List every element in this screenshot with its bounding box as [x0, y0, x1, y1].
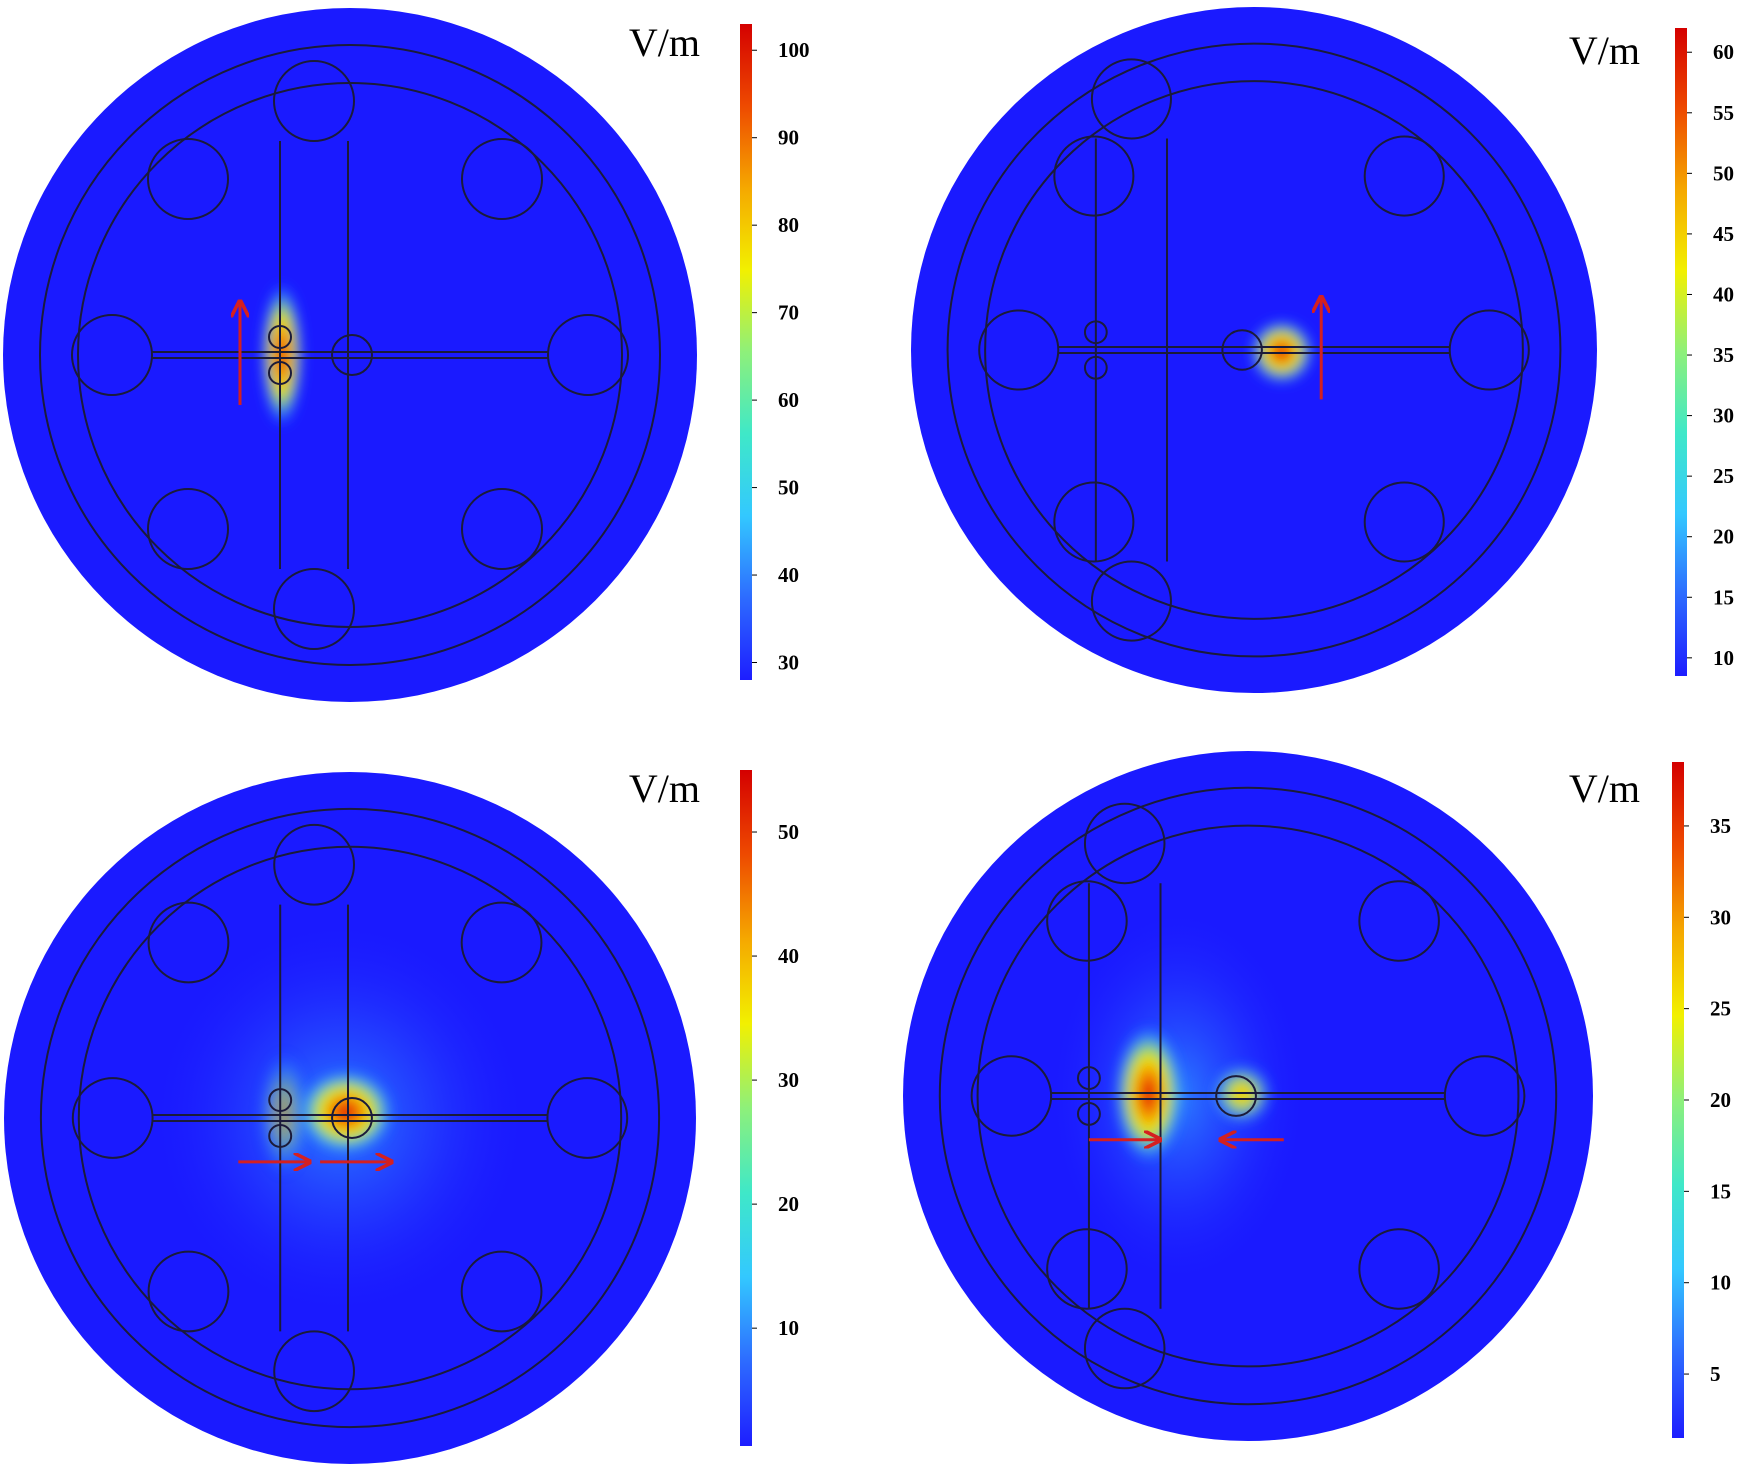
colorbar-tick-label: 40	[778, 563, 799, 587]
colorbar: 30 40 50 60 70 80 90 100	[740, 24, 810, 680]
colorbar-tick-label: 50	[778, 476, 799, 500]
colorbar-gradient	[740, 24, 752, 680]
device-map	[903, 751, 1593, 1441]
colorbar-tick-label: 15	[1713, 585, 1734, 609]
colorbar-tick-label: 35	[1713, 343, 1734, 367]
device-map	[4, 772, 696, 1464]
colorbar-tick-label: 10	[778, 1316, 799, 1340]
panel-bottom-right: V/m 5 10 15 20 25 30 35	[903, 751, 1731, 1441]
geometry-outline	[39, 44, 661, 666]
colorbar-tick-label: 60	[778, 388, 799, 412]
colorbar-unit-label: V/m	[629, 20, 700, 65]
colorbar-tick-label: 55	[1713, 101, 1734, 125]
colorbar-tick-label: 30	[1713, 404, 1734, 428]
colorbar-tick-label: 100	[778, 38, 810, 62]
colorbar-tick-label: 80	[778, 213, 799, 237]
colorbar-gradient	[1672, 762, 1684, 1438]
geometry-outline	[938, 786, 1558, 1406]
colorbar-unit-label: V/m	[1569, 28, 1640, 73]
colorbar-tick-label: 35	[1710, 814, 1731, 838]
colorbar: 10 15 20 25 30 35 40 45 50 55 60	[1675, 28, 1734, 676]
colorbar-tick-label: 30	[778, 1068, 799, 1092]
colorbar-tick-label: 10	[1713, 646, 1734, 670]
field-hotspot	[150, 918, 530, 1318]
colorbar-unit-label: V/m	[629, 766, 700, 811]
colorbar-tick-label: 40	[778, 944, 799, 968]
colorbar-tick-label: 30	[778, 651, 799, 675]
colorbar-tick-label: 15	[1710, 1179, 1731, 1203]
colorbar-tick-label: 50	[778, 820, 799, 844]
colorbar-tick-label: 25	[1710, 997, 1731, 1021]
colorbar-tick-label: 25	[1713, 464, 1734, 488]
field-hotspot	[260, 280, 304, 430]
colorbar-tick-label: 45	[1713, 222, 1734, 246]
colorbar-tick-label: 10	[1710, 1271, 1731, 1295]
colorbar: 10 20 30 40 50	[740, 770, 799, 1446]
device-body	[3, 8, 697, 702]
colorbar-tick-label: 60	[1713, 40, 1734, 64]
colorbar-tick-label: 20	[1710, 1088, 1731, 1112]
colorbar-tick-label: 50	[1713, 161, 1734, 185]
panel-top-right: V/m 10 15 20 25 30 35 40 45 50 55 60	[911, 7, 1734, 693]
colorbar: 5 10 15 20 25 30 35	[1672, 762, 1731, 1438]
panel-top-left: V/m 30 40 50 60 70 80 90 100	[3, 8, 810, 702]
geometry-outline	[39, 807, 661, 1429]
colorbar-tick-label: 30	[1710, 905, 1731, 929]
colorbar-tick-label: 20	[778, 1192, 799, 1216]
colorbar-tick-label: 90	[778, 126, 799, 150]
colorbar-unit-label: V/m	[1569, 766, 1640, 811]
colorbar-tick-label: 20	[1713, 525, 1734, 549]
panel-bottom-left: V/m 10 20 30 40 50	[4, 766, 799, 1464]
colorbar-gradient	[1675, 28, 1687, 676]
colorbar-tick-label: 70	[778, 301, 799, 325]
geometry-outline	[946, 42, 1562, 658]
colorbar-gradient	[740, 770, 752, 1446]
field-hotspot	[1049, 907, 1308, 1285]
device-map	[911, 7, 1597, 693]
device-map	[3, 8, 697, 702]
colorbar-tick-label: 40	[1713, 282, 1734, 306]
colorbar-tick-label: 5	[1710, 1362, 1721, 1386]
